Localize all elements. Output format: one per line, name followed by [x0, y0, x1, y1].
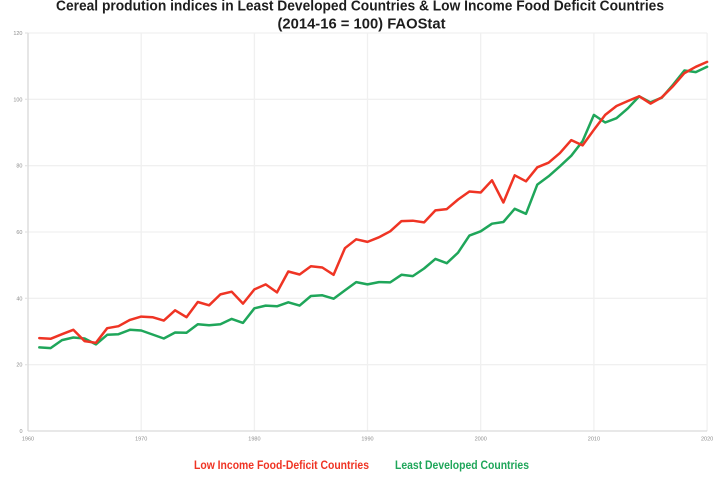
- svg-text:1980: 1980: [248, 437, 260, 443]
- svg-text:1990: 1990: [361, 437, 373, 443]
- svg-text:1960: 1960: [22, 437, 34, 443]
- svg-text:2010: 2010: [588, 437, 600, 443]
- svg-text:40: 40: [16, 296, 22, 302]
- svg-text:2020: 2020: [701, 437, 713, 443]
- svg-text:Low Income Food-Deficit Countr: Low Income Food-Deficit Countries: [194, 460, 369, 472]
- svg-text:Least Developed Countries: Least Developed Countries: [395, 460, 529, 472]
- svg-text:0: 0: [19, 429, 22, 435]
- svg-text:2000: 2000: [475, 437, 487, 443]
- svg-text:80: 80: [16, 164, 22, 170]
- svg-text:120: 120: [13, 31, 22, 37]
- svg-text:(2014-16 = 100) FAOStat: (2014-16 = 100) FAOStat: [278, 16, 446, 32]
- svg-text:Cereal prodution indices in Le: Cereal prodution indices in Least Develo…: [56, 0, 664, 15]
- svg-text:20: 20: [16, 363, 22, 369]
- svg-text:1970: 1970: [135, 437, 147, 443]
- svg-text:100: 100: [13, 97, 22, 103]
- svg-text:60: 60: [16, 230, 22, 236]
